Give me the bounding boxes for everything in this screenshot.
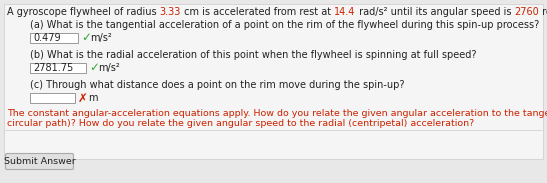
FancyBboxPatch shape (4, 4, 543, 159)
Text: (c) Through what distance does a point on the rim move during the spin-up?: (c) Through what distance does a point o… (30, 80, 404, 90)
Text: m/s²: m/s² (90, 33, 112, 43)
Text: (a) What is the tangential acceleration of a point on the rim of the flywheel du: (a) What is the tangential acceleration … (30, 20, 539, 30)
Text: ✗: ✗ (78, 92, 88, 104)
FancyBboxPatch shape (30, 63, 86, 73)
Text: m: m (88, 93, 97, 103)
FancyBboxPatch shape (30, 93, 75, 103)
Text: The constant angular-acceleration equations apply. How do you relate the given a: The constant angular-acceleration equati… (7, 109, 547, 118)
Text: cm is accelerated from rest at: cm is accelerated from rest at (181, 7, 334, 17)
Text: 3.33: 3.33 (160, 7, 181, 17)
Text: A gyroscope flywheel of radius: A gyroscope flywheel of radius (7, 7, 160, 17)
Text: Submit Answer: Submit Answer (4, 157, 75, 166)
Text: ✓: ✓ (81, 31, 91, 44)
Text: (b) What is the radial acceleration of this point when the flywheel is spinning : (b) What is the radial acceleration of t… (30, 50, 476, 60)
Text: rad/s² until its angular speed is: rad/s² until its angular speed is (356, 7, 514, 17)
Text: m/s²: m/s² (98, 63, 120, 73)
Text: 2781.75: 2781.75 (33, 63, 73, 73)
Text: 0.479: 0.479 (33, 33, 61, 43)
FancyBboxPatch shape (30, 33, 78, 43)
Text: circular path)? How do you relate the given angular speed to the radial (centrip: circular path)? How do you relate the gi… (7, 119, 474, 128)
Text: 14.4: 14.4 (334, 7, 356, 17)
Text: ✓: ✓ (89, 61, 99, 74)
Text: rev/min.: rev/min. (539, 7, 547, 17)
Text: 2760: 2760 (514, 7, 539, 17)
FancyBboxPatch shape (5, 154, 73, 169)
